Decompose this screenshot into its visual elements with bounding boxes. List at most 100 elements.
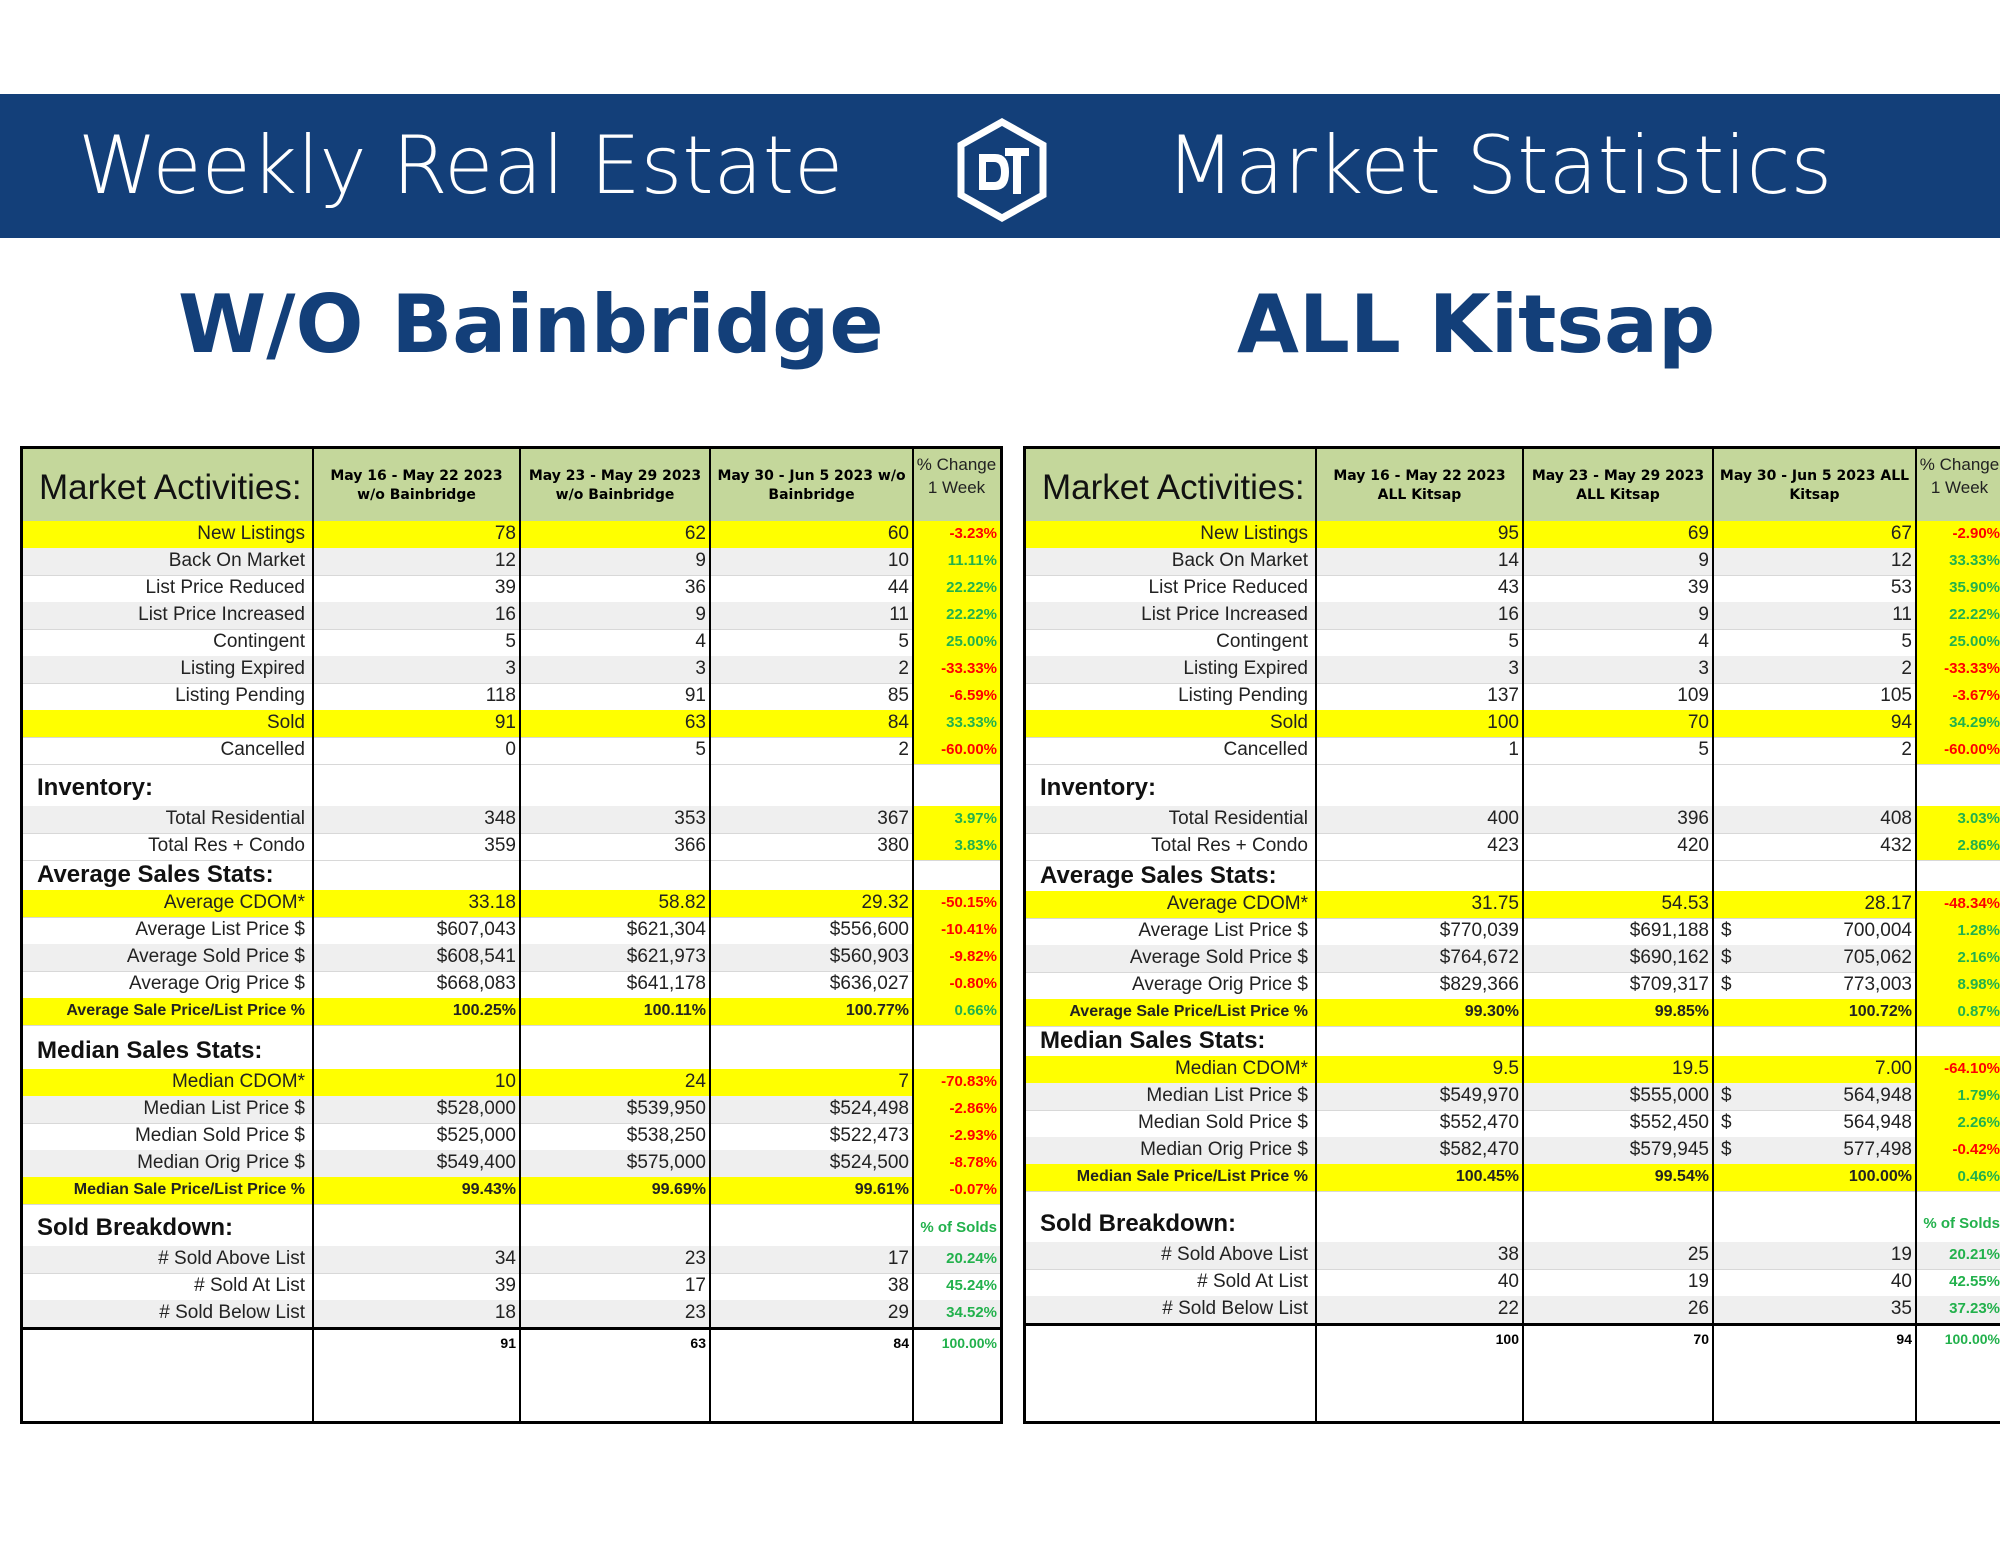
table-row: Median List Price $ $549,970 $555,000 $564,… bbox=[1026, 1083, 2000, 1111]
row-value: 3.97% bbox=[913, 806, 1000, 833]
row-value: 62 bbox=[520, 521, 710, 548]
value-text: $549,400 bbox=[436, 1152, 516, 1173]
row-value: 23 bbox=[520, 1246, 710, 1273]
section-label: Inventory: bbox=[1040, 774, 1157, 801]
value-text: -8.78% bbox=[949, 1154, 997, 1171]
row-value: 9.5 bbox=[1316, 1056, 1523, 1083]
row-value: 2 bbox=[1713, 656, 1916, 683]
row-value: 2 bbox=[710, 656, 913, 683]
value-text: 5 bbox=[898, 631, 909, 652]
value-text: 1.28% bbox=[1957, 922, 2000, 939]
table-row: Average Sold Price $ $764,672 $690,162 $705… bbox=[1026, 945, 2000, 973]
value-text: 2 bbox=[1901, 739, 1912, 760]
value-text: 42.55% bbox=[1949, 1273, 2000, 1290]
row-value: 19 bbox=[1523, 1269, 1713, 1296]
value-text: 5 bbox=[505, 631, 516, 652]
table-row: # Sold At List 39 17 38 45.24% bbox=[23, 1273, 1000, 1301]
row-value: $552,470 bbox=[1316, 1110, 1523, 1137]
row-value: 105 bbox=[1713, 683, 1916, 710]
table-row: List Price Reduced 43 39 53 35.90% bbox=[1026, 575, 2000, 603]
table-row: List Price Increased 16 9 11 22.22% bbox=[1026, 602, 2000, 630]
row-value: 29 bbox=[710, 1300, 913, 1327]
value-text: 100.72% bbox=[1848, 1003, 1912, 1020]
value-text: -50.15% bbox=[941, 894, 997, 911]
value-text: $522,473 bbox=[829, 1125, 909, 1146]
value-text: $829,366 bbox=[1439, 974, 1519, 995]
table-row: Total Residential 400 396 408 3.03% bbox=[1026, 806, 2000, 834]
row-value: 38 bbox=[1316, 1242, 1523, 1269]
row-value: -50.15% bbox=[913, 890, 1000, 917]
table-row: Median Sold Price $ $525,000 $538,250 $522,… bbox=[23, 1123, 1000, 1151]
row-value: 14 bbox=[1316, 548, 1523, 575]
row-value: 39 bbox=[313, 575, 520, 602]
table-row: Average List Price $ $770,039 $691,188 $700… bbox=[1026, 918, 2000, 946]
row-label: Average CDOM* bbox=[23, 890, 313, 917]
value-text: $690,162 bbox=[1629, 947, 1709, 968]
row-value: 3.03% bbox=[1916, 806, 2000, 833]
table-row: Back On Market 14 9 12 33.33% bbox=[1026, 548, 2000, 576]
value-text: 62 bbox=[684, 523, 706, 544]
row-value: $582,470 bbox=[1316, 1137, 1523, 1164]
value-text: -60.00% bbox=[941, 741, 997, 758]
row-value: 42.55% bbox=[1916, 1269, 2000, 1296]
row-value: 3 bbox=[1523, 656, 1713, 683]
row-value: -48.34% bbox=[1916, 891, 2000, 918]
section-label: Average Sales Stats: bbox=[37, 861, 274, 888]
row-value: 22.22% bbox=[913, 575, 1000, 602]
value-text: $525,000 bbox=[436, 1125, 516, 1146]
value-text: $709,317 bbox=[1629, 974, 1709, 995]
row-label: Listing Pending bbox=[1178, 685, 1308, 706]
value-text: 44 bbox=[887, 577, 909, 598]
value-text: 35.90% bbox=[1949, 579, 2000, 596]
value-text: 35 bbox=[1890, 1298, 1912, 1319]
value-text: 99.30% bbox=[1464, 1003, 1519, 1020]
row-label: Average Orig Price $ bbox=[128, 973, 305, 994]
value-text: 17 bbox=[887, 1248, 909, 1269]
row-value: 8.98% bbox=[1916, 972, 2000, 999]
row-label: Median Sale Price/List Price % bbox=[1026, 1164, 1316, 1191]
row-value: $636,027 bbox=[710, 971, 913, 998]
value-text: 28.17 bbox=[1864, 893, 1912, 914]
section-heading: Average Sales Stats: bbox=[1026, 861, 2000, 891]
row-value: 35 bbox=[1713, 1296, 1916, 1323]
table-row: # Sold Above List 34 23 17 20.24% bbox=[23, 1246, 1000, 1274]
value-text: 17 bbox=[684, 1275, 706, 1296]
row-value: 43 bbox=[1316, 575, 1523, 602]
value-text: 3.97% bbox=[954, 810, 997, 827]
value-text: 34.52% bbox=[946, 1304, 997, 1321]
row-value: 36 bbox=[520, 575, 710, 602]
row-value: $579,945 bbox=[1523, 1137, 1713, 1164]
value-text: 40 bbox=[1497, 1271, 1519, 1292]
row-value: 2 bbox=[1713, 737, 1916, 764]
value-text: 25 bbox=[1687, 1244, 1709, 1265]
table-row: Average CDOM* 31.75 54.53 28.17 -48.34% bbox=[1026, 891, 2000, 919]
section-label: Median Sales Stats: bbox=[37, 1037, 263, 1064]
section-heading: Median Sales Stats: bbox=[1026, 1026, 2000, 1056]
total-value: 84 bbox=[893, 1335, 909, 1351]
row-value: 16 bbox=[1316, 602, 1523, 629]
row-value: 5 bbox=[313, 629, 520, 656]
value-text: 2 bbox=[1901, 658, 1912, 679]
table-row: Median Sale Price/List Price % 99.43% 99.6… bbox=[23, 1177, 1000, 1205]
table-row: Contingent 5 4 5 25.00% bbox=[23, 629, 1000, 657]
value-text: 14 bbox=[1497, 550, 1519, 571]
row-value: 25.00% bbox=[1916, 629, 2000, 656]
value-text: -2.86% bbox=[949, 1100, 997, 1117]
row-label: Median List Price $ bbox=[1146, 1085, 1308, 1106]
row-value: 3.83% bbox=[913, 833, 1000, 860]
row-label: New Listings bbox=[1026, 521, 1316, 548]
value-text: 396 bbox=[1677, 808, 1709, 829]
value-text: 22.22% bbox=[1949, 606, 2000, 623]
value-text: 69 bbox=[1687, 523, 1709, 544]
value-text: 3 bbox=[695, 658, 706, 679]
value-text: 16 bbox=[1497, 604, 1519, 625]
value-text: -10.41% bbox=[941, 921, 997, 938]
row-value: 12 bbox=[1713, 548, 1916, 575]
row-label: # Sold Below List bbox=[159, 1302, 305, 1323]
table-row: Median List Price $ $528,000 $539,950 $524,… bbox=[23, 1096, 1000, 1124]
table-row: # Sold At List 40 19 40 42.55% bbox=[1026, 1269, 2000, 1297]
value-text: $621,973 bbox=[626, 946, 706, 967]
row-value: 40 bbox=[1713, 1269, 1916, 1296]
value-text: $552,470 bbox=[1439, 1112, 1519, 1133]
row-value: 396 bbox=[1523, 806, 1713, 833]
